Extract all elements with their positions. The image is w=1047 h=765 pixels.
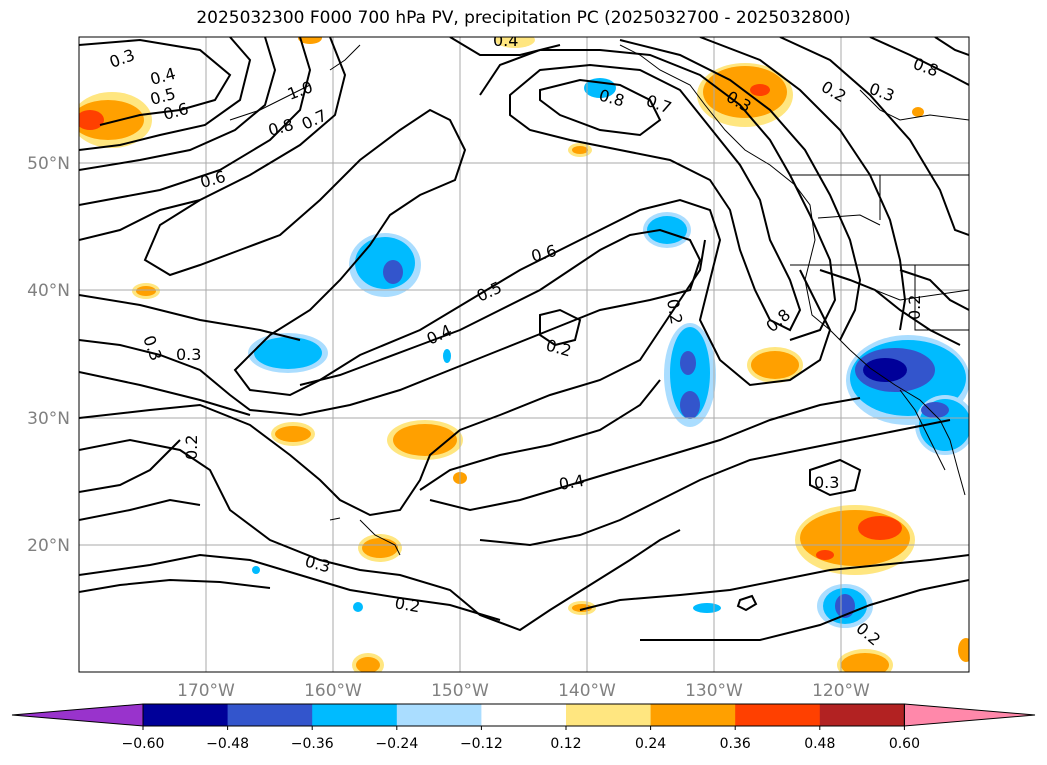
colorbar-extend-min	[11, 703, 144, 727]
latitude-labels: 50°N 40°N 30°N 20°N	[27, 154, 70, 556]
lon-label: 120°W	[812, 681, 870, 701]
colorbar-segment	[650, 704, 736, 726]
lat-label: 50°N	[27, 154, 70, 174]
positive-precip-areas	[79, 37, 969, 672]
lon-label: 140°W	[558, 681, 616, 701]
gridlines	[79, 37, 969, 672]
contour-label: 0.3	[176, 345, 201, 364]
lon-label: 160°W	[304, 681, 362, 701]
contour-label: 0.3	[107, 45, 137, 72]
contour-label: 0.2	[905, 295, 924, 320]
colorbar-tick-label: 0.36	[720, 736, 751, 752]
contour-label: 0.2	[182, 435, 201, 460]
contour-label: 0.2	[393, 593, 421, 616]
contour-label: 0.4	[557, 471, 585, 494]
contour-label: 0.3	[814, 473, 839, 492]
colorbar-tick-label: −0.24	[375, 736, 418, 752]
lon-label: 130°W	[685, 681, 743, 701]
colorbar-segment	[312, 704, 398, 726]
colorbar-tick-label: 0.60	[889, 736, 920, 752]
colorbar-tick-label: 0.48	[804, 736, 835, 752]
pv-contours	[79, 37, 969, 641]
colorbar-tick-label: −0.48	[206, 736, 249, 752]
lat-label: 20°N	[27, 536, 70, 556]
colorbar-segment	[819, 704, 905, 726]
contour-label: 0.3	[303, 552, 333, 577]
contour-label: 0.8	[597, 86, 627, 111]
contour-label: 0.7	[644, 91, 674, 118]
colorbar-outline	[142, 703, 905, 727]
colorbar-tick-label: 0.24	[635, 736, 666, 752]
colorbar-segment	[566, 704, 652, 726]
contour-label: 0.8	[911, 54, 941, 81]
colorbar-segment	[481, 704, 567, 726]
contour-label: 0.2	[663, 297, 686, 325]
longitude-labels: 170°W 160°W 150°W 140°W 130°W 120°W	[177, 681, 870, 701]
contour-label: 0.7	[299, 106, 330, 134]
colorbar-tick-label: −0.36	[291, 736, 334, 752]
contour-label: 0.3	[139, 333, 166, 363]
colorbar: −0.60 −0.48 −0.36 −0.24 −0.12 0.12 0.24 0.36 0.4…	[11, 703, 1036, 752]
contour-label: 1.0	[285, 77, 315, 104]
colorbar-segment	[143, 704, 229, 726]
plot-frame	[78, 36, 970, 673]
colorbar-tick-label: −0.60	[122, 736, 165, 752]
negative-precip-areas	[248, 78, 969, 628]
lon-label: 170°W	[177, 681, 235, 701]
colorbar-segment	[227, 704, 313, 726]
contour-label: 0.8	[762, 305, 794, 336]
contour-label: 0.8	[266, 115, 296, 140]
lon-label: 150°W	[431, 681, 489, 701]
contour-label: 0.4	[493, 31, 518, 50]
colorbar-tick-label: 0.12	[550, 736, 581, 752]
contour-label: 0.4	[148, 64, 178, 89]
colorbar-tick-label: −0.12	[460, 736, 503, 752]
contour-label: 0.2	[544, 336, 574, 361]
lat-label: 40°N	[27, 281, 70, 301]
colorbar-extend-max	[903, 703, 1036, 727]
contour-label: 0.2	[818, 77, 850, 106]
map-title: 2025032300 F000 700 hPa PV, precipitatio…	[196, 8, 851, 28]
contour-label: 0.6	[529, 241, 559, 266]
colorbar-segment	[396, 704, 482, 726]
colorbar-segment	[735, 704, 821, 726]
lat-label: 30°N	[27, 409, 70, 429]
